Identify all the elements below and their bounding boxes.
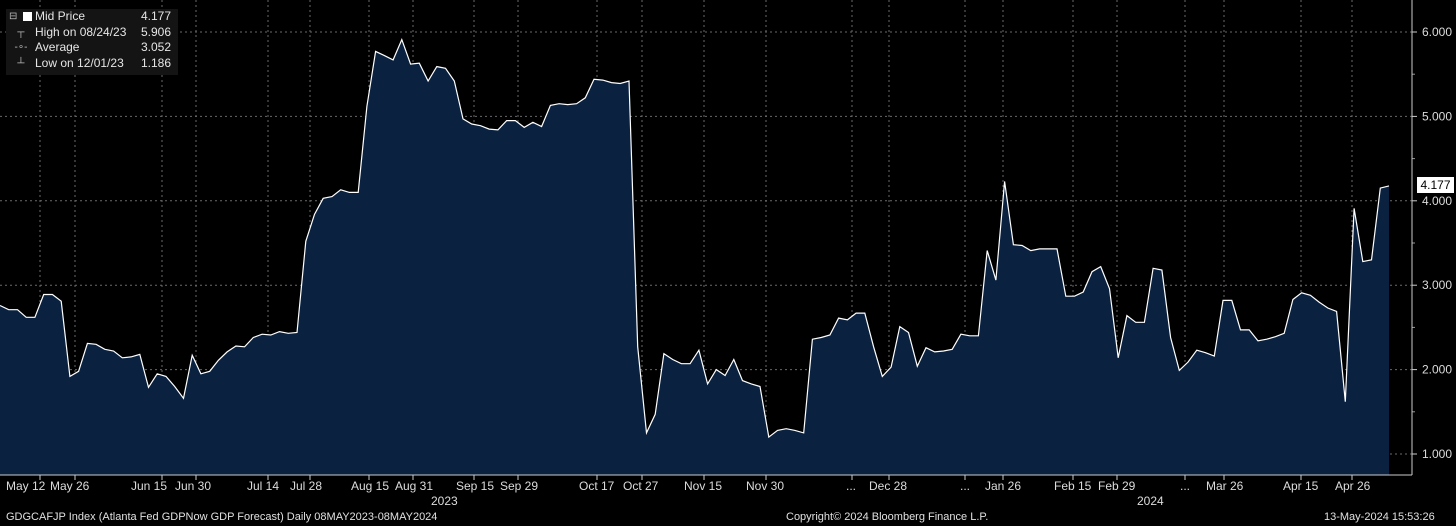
year-label: 2024 bbox=[1137, 494, 1164, 508]
x-tick-label: Feb 15 bbox=[1054, 479, 1092, 493]
x-tick-label: Feb 29 bbox=[1098, 479, 1136, 493]
legend-mid-label: Mid Price bbox=[35, 9, 86, 23]
x-tick-label: Sep 15 bbox=[456, 479, 494, 493]
x-tick-label: Sep 29 bbox=[500, 479, 538, 493]
x-tick-label: Jul 28 bbox=[290, 479, 322, 493]
legend-row-mid: ⊟ Mid Price 4.177 bbox=[6, 9, 178, 25]
x-tick-label: Nov 30 bbox=[746, 479, 784, 493]
x-tick-label: May 26 bbox=[50, 479, 90, 493]
legend-row-low: ┴ Low on 12/01/23 1.186 bbox=[6, 56, 178, 72]
last-value-tag: 4.177 bbox=[1417, 177, 1454, 193]
legend-row-high: ┬ High on 08/24/23 5.906 bbox=[6, 25, 178, 41]
x-tick-label: Dec 28 bbox=[869, 479, 907, 493]
x-tick-label: Jun 15 bbox=[131, 479, 167, 493]
legend: ⊟ Mid Price 4.177 ┬ High on 08/24/23 5.9… bbox=[6, 9, 178, 75]
legend-mid-value: 4.177 bbox=[141, 9, 172, 23]
y-tick-label: 1.000 bbox=[1422, 447, 1452, 461]
legend-average-label: Average bbox=[35, 40, 80, 54]
legend-high-value: 5.906 bbox=[141, 24, 172, 39]
x-tick-label: Jul 14 bbox=[247, 479, 279, 493]
footer-copyright: Copyright© 2024 Bloomberg Finance L.P. bbox=[786, 511, 989, 523]
high-marker-icon: ┬ bbox=[9, 26, 25, 38]
x-tick-label: Oct 17 bbox=[579, 479, 615, 493]
x-tick-label: ... bbox=[846, 479, 856, 493]
legend-row-average: -∘- Average 3.052 bbox=[6, 40, 178, 56]
footer-timestamp: 13-May-2024 15:53:26 bbox=[1324, 511, 1435, 523]
average-marker-icon: -∘- bbox=[9, 42, 28, 53]
legend-low-value: 1.186 bbox=[141, 55, 172, 70]
x-tick-label: Aug 31 bbox=[395, 479, 433, 493]
mid-price-swatch bbox=[23, 12, 32, 21]
y-tick-label: 4.000 bbox=[1422, 194, 1452, 208]
legend-high-label: High on 08/24/23 bbox=[35, 24, 127, 39]
low-marker-icon: ┴ bbox=[9, 57, 25, 69]
y-tick-label: 2.000 bbox=[1422, 363, 1452, 377]
x-tick-label: Apr 15 bbox=[1283, 479, 1319, 493]
x-tick-label: ... bbox=[1180, 479, 1190, 493]
legend-low-label: Low on 12/01/23 bbox=[35, 55, 124, 70]
legend-average-value: 3.052 bbox=[141, 40, 172, 54]
y-tick-label: 5.000 bbox=[1422, 109, 1452, 123]
series-line bbox=[0, 37, 1390, 439]
x-tick-label: May 12 bbox=[6, 479, 46, 493]
x-tick-label: Nov 15 bbox=[684, 479, 722, 493]
y-tick-label: 6.000 bbox=[1422, 25, 1452, 39]
y-tick-label: 3.000 bbox=[1422, 278, 1452, 292]
x-tick-label: Apr 26 bbox=[1335, 479, 1371, 493]
x-tick-label: Jan 26 bbox=[985, 479, 1021, 493]
collapse-icon[interactable]: ⊟ bbox=[9, 11, 18, 22]
x-tick-label: Jun 30 bbox=[175, 479, 211, 493]
year-label: 2023 bbox=[431, 494, 458, 508]
x-tick-label: Mar 26 bbox=[1206, 479, 1244, 493]
series-area bbox=[0, 39, 1389, 475]
x-tick-label: Aug 15 bbox=[351, 479, 389, 493]
x-tick-label: Oct 27 bbox=[623, 479, 659, 493]
footer-security-info: GDGCAFJP Index (Atlanta Fed GDPNow GDP F… bbox=[6, 511, 438, 523]
x-tick-label: ... bbox=[960, 479, 970, 493]
